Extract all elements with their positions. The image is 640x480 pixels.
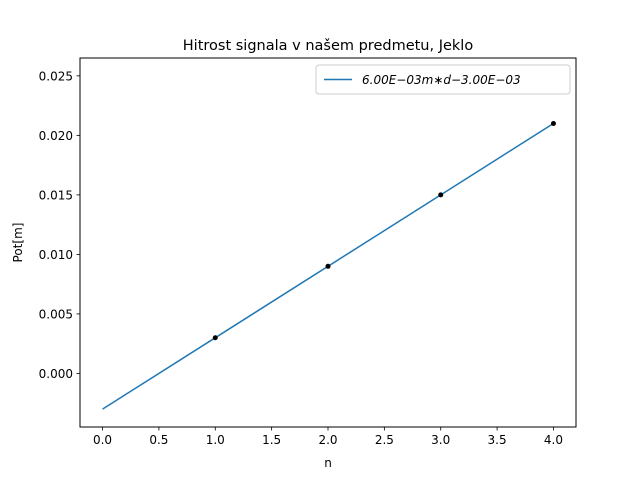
- series-layer: [102, 120, 556, 410]
- y-tick-label: 0.005: [39, 307, 73, 321]
- chart-title: Hitrost signala v našem predmetu, Jeklo: [183, 38, 474, 54]
- x-tick-label: 4.0: [544, 433, 563, 447]
- y-tick-label: 0.010: [39, 248, 73, 262]
- x-tick-label: 3.5: [488, 433, 507, 447]
- y-tick-label: 0.020: [39, 129, 73, 143]
- x-tick-label: 2.5: [375, 433, 394, 447]
- x-tick-label: 1.0: [206, 433, 225, 447]
- x-tick-label: 0.0: [93, 433, 112, 447]
- y-tick-label: 0.025: [39, 69, 73, 83]
- data-point: [212, 335, 218, 341]
- legend-box: [315, 64, 571, 95]
- x-tick-label: 0.5: [149, 433, 168, 447]
- x-axis-label: n: [324, 456, 332, 470]
- y-axis-label: Pot[m]: [11, 223, 25, 263]
- data-point: [325, 263, 331, 269]
- y-axis-ticks: 0.000 0.005 0.010 0.015 0.020 0.025: [39, 69, 80, 381]
- plot-area: [80, 58, 576, 427]
- data-point: [438, 192, 444, 198]
- data-point: [550, 120, 556, 126]
- x-tick-label: 1.5: [262, 433, 281, 447]
- y-tick-label: 0.015: [39, 188, 73, 202]
- x-axis-ticks: 0.0 0.5 1.0 1.5 2.0 2.5 3.0 3.5 4.0: [93, 427, 563, 447]
- x-tick-label: 2.0: [318, 433, 337, 447]
- plot-frame: [79, 57, 577, 428]
- legend-label: 6.00E−03m∗d−3.00E−03: [362, 73, 521, 87]
- y-tick-label: 0.000: [39, 367, 73, 381]
- legend: 6.00E−03m∗d−3.00E−03: [315, 64, 571, 95]
- x-tick-label: 3.0: [431, 433, 450, 447]
